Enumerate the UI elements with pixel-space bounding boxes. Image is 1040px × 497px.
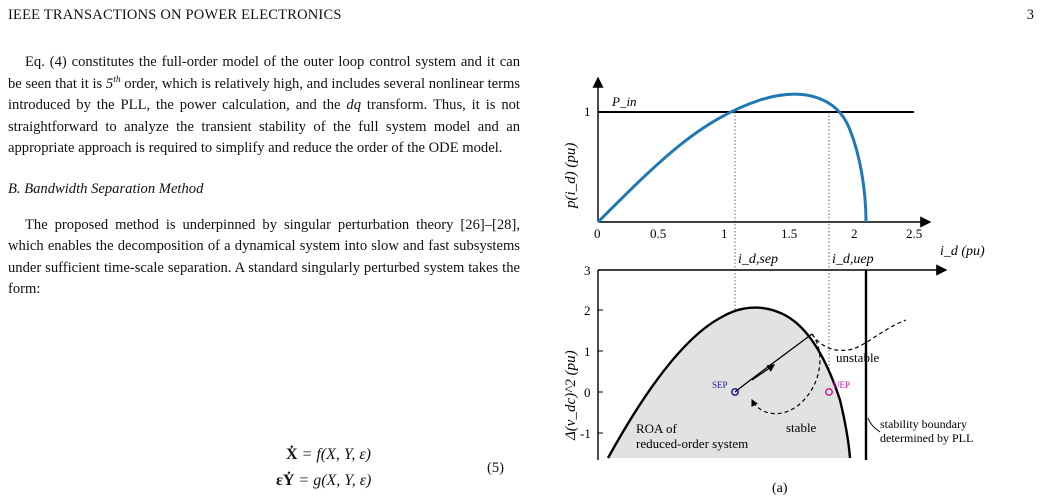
top-y-axis-label: p(i_d) (pu) xyxy=(563,143,579,209)
pin-label: P_in xyxy=(611,94,637,109)
bottom-y-tick-0: 0 xyxy=(584,385,591,400)
id-uep-label: i_d,uep xyxy=(832,252,874,267)
bottom-y-tick-neg1: -1 xyxy=(580,426,591,441)
equation-5: Ẋ = f(X, Y, ε) εẎ = g(X, Y, ε) (5) xyxy=(0,441,520,497)
sep-marker xyxy=(731,388,739,396)
roa-region xyxy=(608,307,850,458)
roa-boundary xyxy=(606,306,852,459)
top-x-tick-4: 2 xyxy=(851,226,858,241)
boundary-label-leader xyxy=(867,417,881,433)
id-sep-label: i_d,sep xyxy=(738,252,778,267)
top-x-tick-2: 1 xyxy=(721,226,728,241)
roa-label-line-2: reduced-order system xyxy=(636,436,748,451)
uep-marker xyxy=(825,388,833,396)
running-head: IEEE TRANSACTIONS ON POWER ELECTRONICS xyxy=(8,7,342,23)
stable-arrow-1 xyxy=(751,364,776,381)
left-column: Eq. (4) constitutes the full-order model… xyxy=(8,52,520,301)
top-x-tick-0: 0 xyxy=(594,226,601,241)
top-x-tick-5: 2.5 xyxy=(906,226,922,241)
sep-label: SEP xyxy=(712,380,728,390)
roa-label-line-1: ROA of xyxy=(636,421,677,436)
top-y-tick-1: 1 xyxy=(584,104,591,119)
bottom-y-axis-label: Δ(v_dc)^2 (pu) xyxy=(563,350,579,441)
boundary-label-line-2: determined by PLL xyxy=(880,431,973,445)
subsection-title: B. Bandwidth Separation Method xyxy=(8,180,204,197)
page-number: 3 xyxy=(1026,7,1034,23)
unstable-trajectory xyxy=(811,319,907,351)
equation-number: (5) xyxy=(487,460,505,476)
boundary-label-line-1: stability boundary xyxy=(880,417,967,431)
equation-line-1: Ẋ = f(X, Y, ε) xyxy=(286,446,371,463)
bottom-y-tick-3: 3 xyxy=(584,263,591,278)
paragraph-full-order-model: Eq. (4) constitutes the full-order model… xyxy=(8,54,520,157)
uep-label: UEP xyxy=(833,380,850,390)
paragraph-singular-perturbation: The proposed method is underpinned by si… xyxy=(8,216,520,298)
power-curve xyxy=(596,92,868,224)
unstable-label: unstable xyxy=(836,350,880,365)
figure-subcaption: (a) xyxy=(772,481,788,496)
bottom-y-tick-2: 2 xyxy=(584,303,591,318)
top-x-tick-1: 0.5 xyxy=(650,226,666,241)
equation-line-2: εẎ = g(X, Y, ε) xyxy=(276,472,372,489)
top-x-axis-label: i_d (pu) xyxy=(940,244,985,259)
bottom-y-tick-1: 1 xyxy=(584,344,591,359)
figure-pll-stability: 1 0 0.5 1 1.5 2 2.5 P_in i_d (pu) p(i_d)… xyxy=(563,76,985,496)
top-x-tick-3: 1.5 xyxy=(781,226,797,241)
stable-label: stable xyxy=(786,420,817,435)
